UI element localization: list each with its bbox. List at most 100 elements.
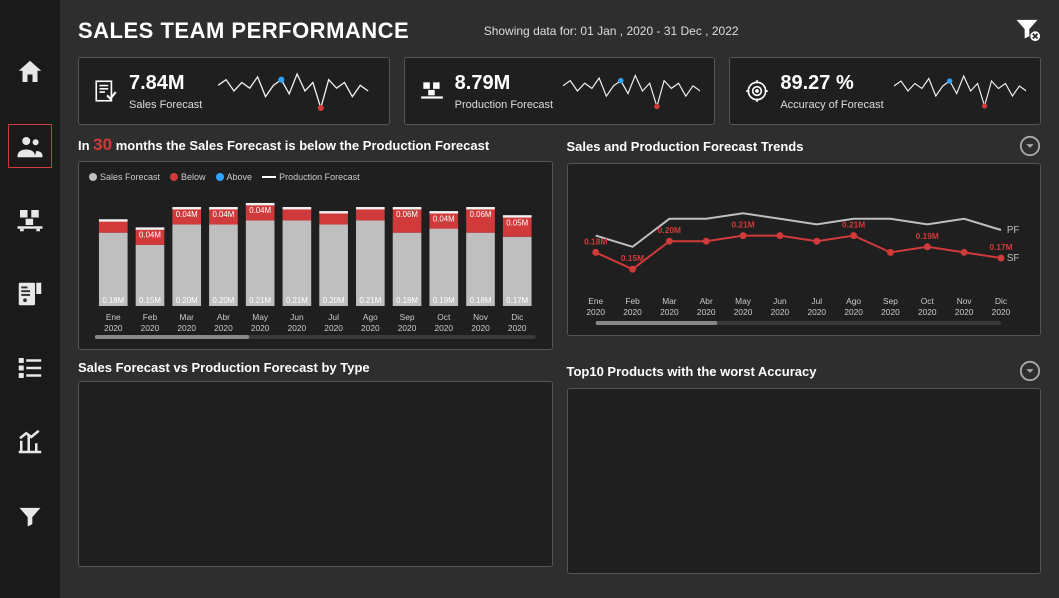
sidebar-item-trends[interactable] — [8, 420, 52, 464]
svg-text:0.17M: 0.17M — [506, 296, 528, 305]
svg-text:Jul: Jul — [811, 296, 822, 306]
kpi-sales: 7.84M Sales Forecast — [78, 57, 390, 125]
svg-text:2020: 2020 — [324, 323, 343, 333]
bar-legend: Sales Forecast Below Above Production Fo… — [89, 172, 542, 182]
bottom-right-panel: Top10 Products with the worst Accuracy — [567, 360, 1042, 574]
bottom-left-card — [78, 381, 553, 567]
svg-text:0.20M: 0.20M — [176, 296, 198, 305]
svg-text:2020: 2020 — [434, 323, 453, 333]
svg-text:0.21M: 0.21M — [841, 220, 864, 230]
line-panel-title: Sales and Production Forecast Trends — [567, 139, 804, 154]
svg-text:2020: 2020 — [104, 323, 123, 333]
svg-text:2020: 2020 — [881, 307, 900, 317]
svg-text:2020: 2020 — [141, 323, 160, 333]
sidebar-item-list[interactable] — [8, 346, 52, 390]
svg-text:May: May — [252, 312, 269, 322]
svg-text:2020: 2020 — [177, 323, 196, 333]
page-title: SALES TEAM PERFORMANCE — [78, 18, 409, 44]
svg-text:SF: SF — [1006, 253, 1019, 264]
bar-title-suffix: months the Sales Forecast is below the P… — [112, 138, 489, 153]
svg-text:0.17M: 0.17M — [989, 242, 1012, 252]
bottom-right-card — [567, 388, 1042, 574]
sidebar-item-home[interactable] — [8, 50, 52, 94]
svg-text:2020: 2020 — [696, 307, 715, 317]
sidebar-item-team[interactable] — [8, 124, 52, 168]
kpi-sales-label: Sales Forecast — [129, 99, 202, 111]
sidebar-item-filter[interactable] — [8, 494, 52, 538]
svg-text:0.19M: 0.19M — [915, 231, 938, 241]
svg-text:Feb: Feb — [625, 296, 640, 306]
svg-text:0.20M: 0.20M — [213, 296, 235, 305]
sidebar-item-report[interactable] — [8, 272, 52, 316]
sidebar-item-production[interactable] — [8, 198, 52, 242]
svg-text:0.18M: 0.18M — [102, 296, 124, 305]
kpi-sales-value: 7.84M — [129, 72, 202, 95]
svg-text:0.21M: 0.21M — [286, 296, 308, 305]
bar-chart: 0.18M0.15M0.04M0.20M0.04M0.20M0.04M0.21M… — [89, 188, 542, 340]
svg-text:2020: 2020 — [807, 307, 826, 317]
bottom-left-panel: Sales Forecast vs Production Forecast by… — [78, 360, 553, 574]
line-chart-card: 0.18M0.15M0.20M0.21M0.21M0.19M0.17MPFSFE… — [567, 163, 1042, 336]
kpi-production-value: 8.79M — [455, 72, 553, 95]
page-header: SALES TEAM PERFORMANCE Showing data for:… — [78, 14, 1041, 47]
svg-text:Sep: Sep — [400, 312, 415, 322]
svg-text:2020: 2020 — [508, 323, 527, 333]
bottom-row: Sales Forecast vs Production Forecast by… — [78, 360, 1041, 574]
bottom-left-title: Sales Forecast vs Production Forecast by… — [78, 360, 370, 375]
svg-text:2020: 2020 — [398, 323, 417, 333]
svg-text:2020: 2020 — [214, 323, 233, 333]
expand-button-trends[interactable] — [1019, 135, 1041, 157]
line-chart: 0.18M0.15M0.20M0.21M0.21M0.19M0.17MPFSFE… — [578, 174, 1031, 326]
svg-text:2020: 2020 — [770, 307, 789, 317]
svg-text:2020: 2020 — [733, 307, 752, 317]
svg-text:2020: 2020 — [918, 307, 937, 317]
legend-production: Production Forecast — [279, 172, 360, 182]
svg-text:2020: 2020 — [844, 307, 863, 317]
report-icon — [15, 279, 45, 309]
svg-text:Jun: Jun — [290, 312, 304, 322]
svg-text:Sep: Sep — [883, 296, 898, 306]
accuracy-icon — [744, 78, 770, 104]
line-panel: Sales and Production Forecast Trends 0.1… — [567, 135, 1042, 336]
kpi-row: 7.84M Sales Forecast 8.79M Production Fo… — [78, 57, 1041, 125]
kpi-production: 8.79M Production Forecast — [404, 57, 716, 125]
svg-text:2020: 2020 — [991, 307, 1010, 317]
svg-text:0.15M: 0.15M — [139, 296, 161, 305]
svg-text:0.21M: 0.21M — [249, 296, 271, 305]
svg-text:0.04M: 0.04M — [249, 206, 271, 215]
bottom-right-title: Top10 Products with the worst Accuracy — [567, 364, 817, 379]
svg-text:0.19M: 0.19M — [433, 296, 455, 305]
svg-text:0.20M: 0.20M — [323, 296, 345, 305]
svg-text:0.20M: 0.20M — [657, 225, 680, 235]
bar-chart-card: Sales Forecast Below Above Production Fo… — [78, 161, 553, 350]
svg-text:0.18M: 0.18M — [396, 296, 418, 305]
svg-text:2020: 2020 — [586, 307, 605, 317]
svg-text:2020: 2020 — [623, 307, 642, 317]
team-icon — [15, 131, 45, 161]
svg-text:0.05M: 0.05M — [506, 218, 528, 227]
expand-button-top10[interactable] — [1019, 360, 1041, 382]
svg-text:Ago: Ago — [363, 312, 378, 322]
kpi-accuracy-label: Accuracy of Forecast — [780, 99, 883, 111]
svg-text:0.06M: 0.06M — [470, 210, 492, 219]
kpi-accuracy: 89.27 % Accuracy of Forecast — [729, 57, 1041, 125]
funnel-icon — [16, 502, 44, 530]
svg-text:2020: 2020 — [660, 307, 679, 317]
svg-text:0.18M: 0.18M — [584, 236, 607, 246]
svg-text:0.21M: 0.21M — [731, 220, 754, 230]
filter-icon — [1013, 14, 1041, 42]
filter-button[interactable] — [1013, 14, 1041, 47]
svg-text:Abr: Abr — [217, 312, 230, 322]
trend-icon — [15, 427, 45, 457]
svg-text:2020: 2020 — [954, 307, 973, 317]
svg-text:PF: PF — [1006, 225, 1019, 236]
svg-text:Jul: Jul — [328, 312, 339, 322]
svg-text:May: May — [735, 296, 752, 306]
legend-above: Above — [227, 172, 253, 182]
charts-row: In 30 months the Sales Forecast is below… — [78, 135, 1041, 350]
kpi-accuracy-sparkline — [894, 68, 1026, 114]
pallet-icon — [15, 205, 45, 235]
svg-text:0.06M: 0.06M — [396, 210, 418, 219]
svg-text:0.04M: 0.04M — [139, 231, 161, 240]
home-icon — [15, 57, 45, 87]
